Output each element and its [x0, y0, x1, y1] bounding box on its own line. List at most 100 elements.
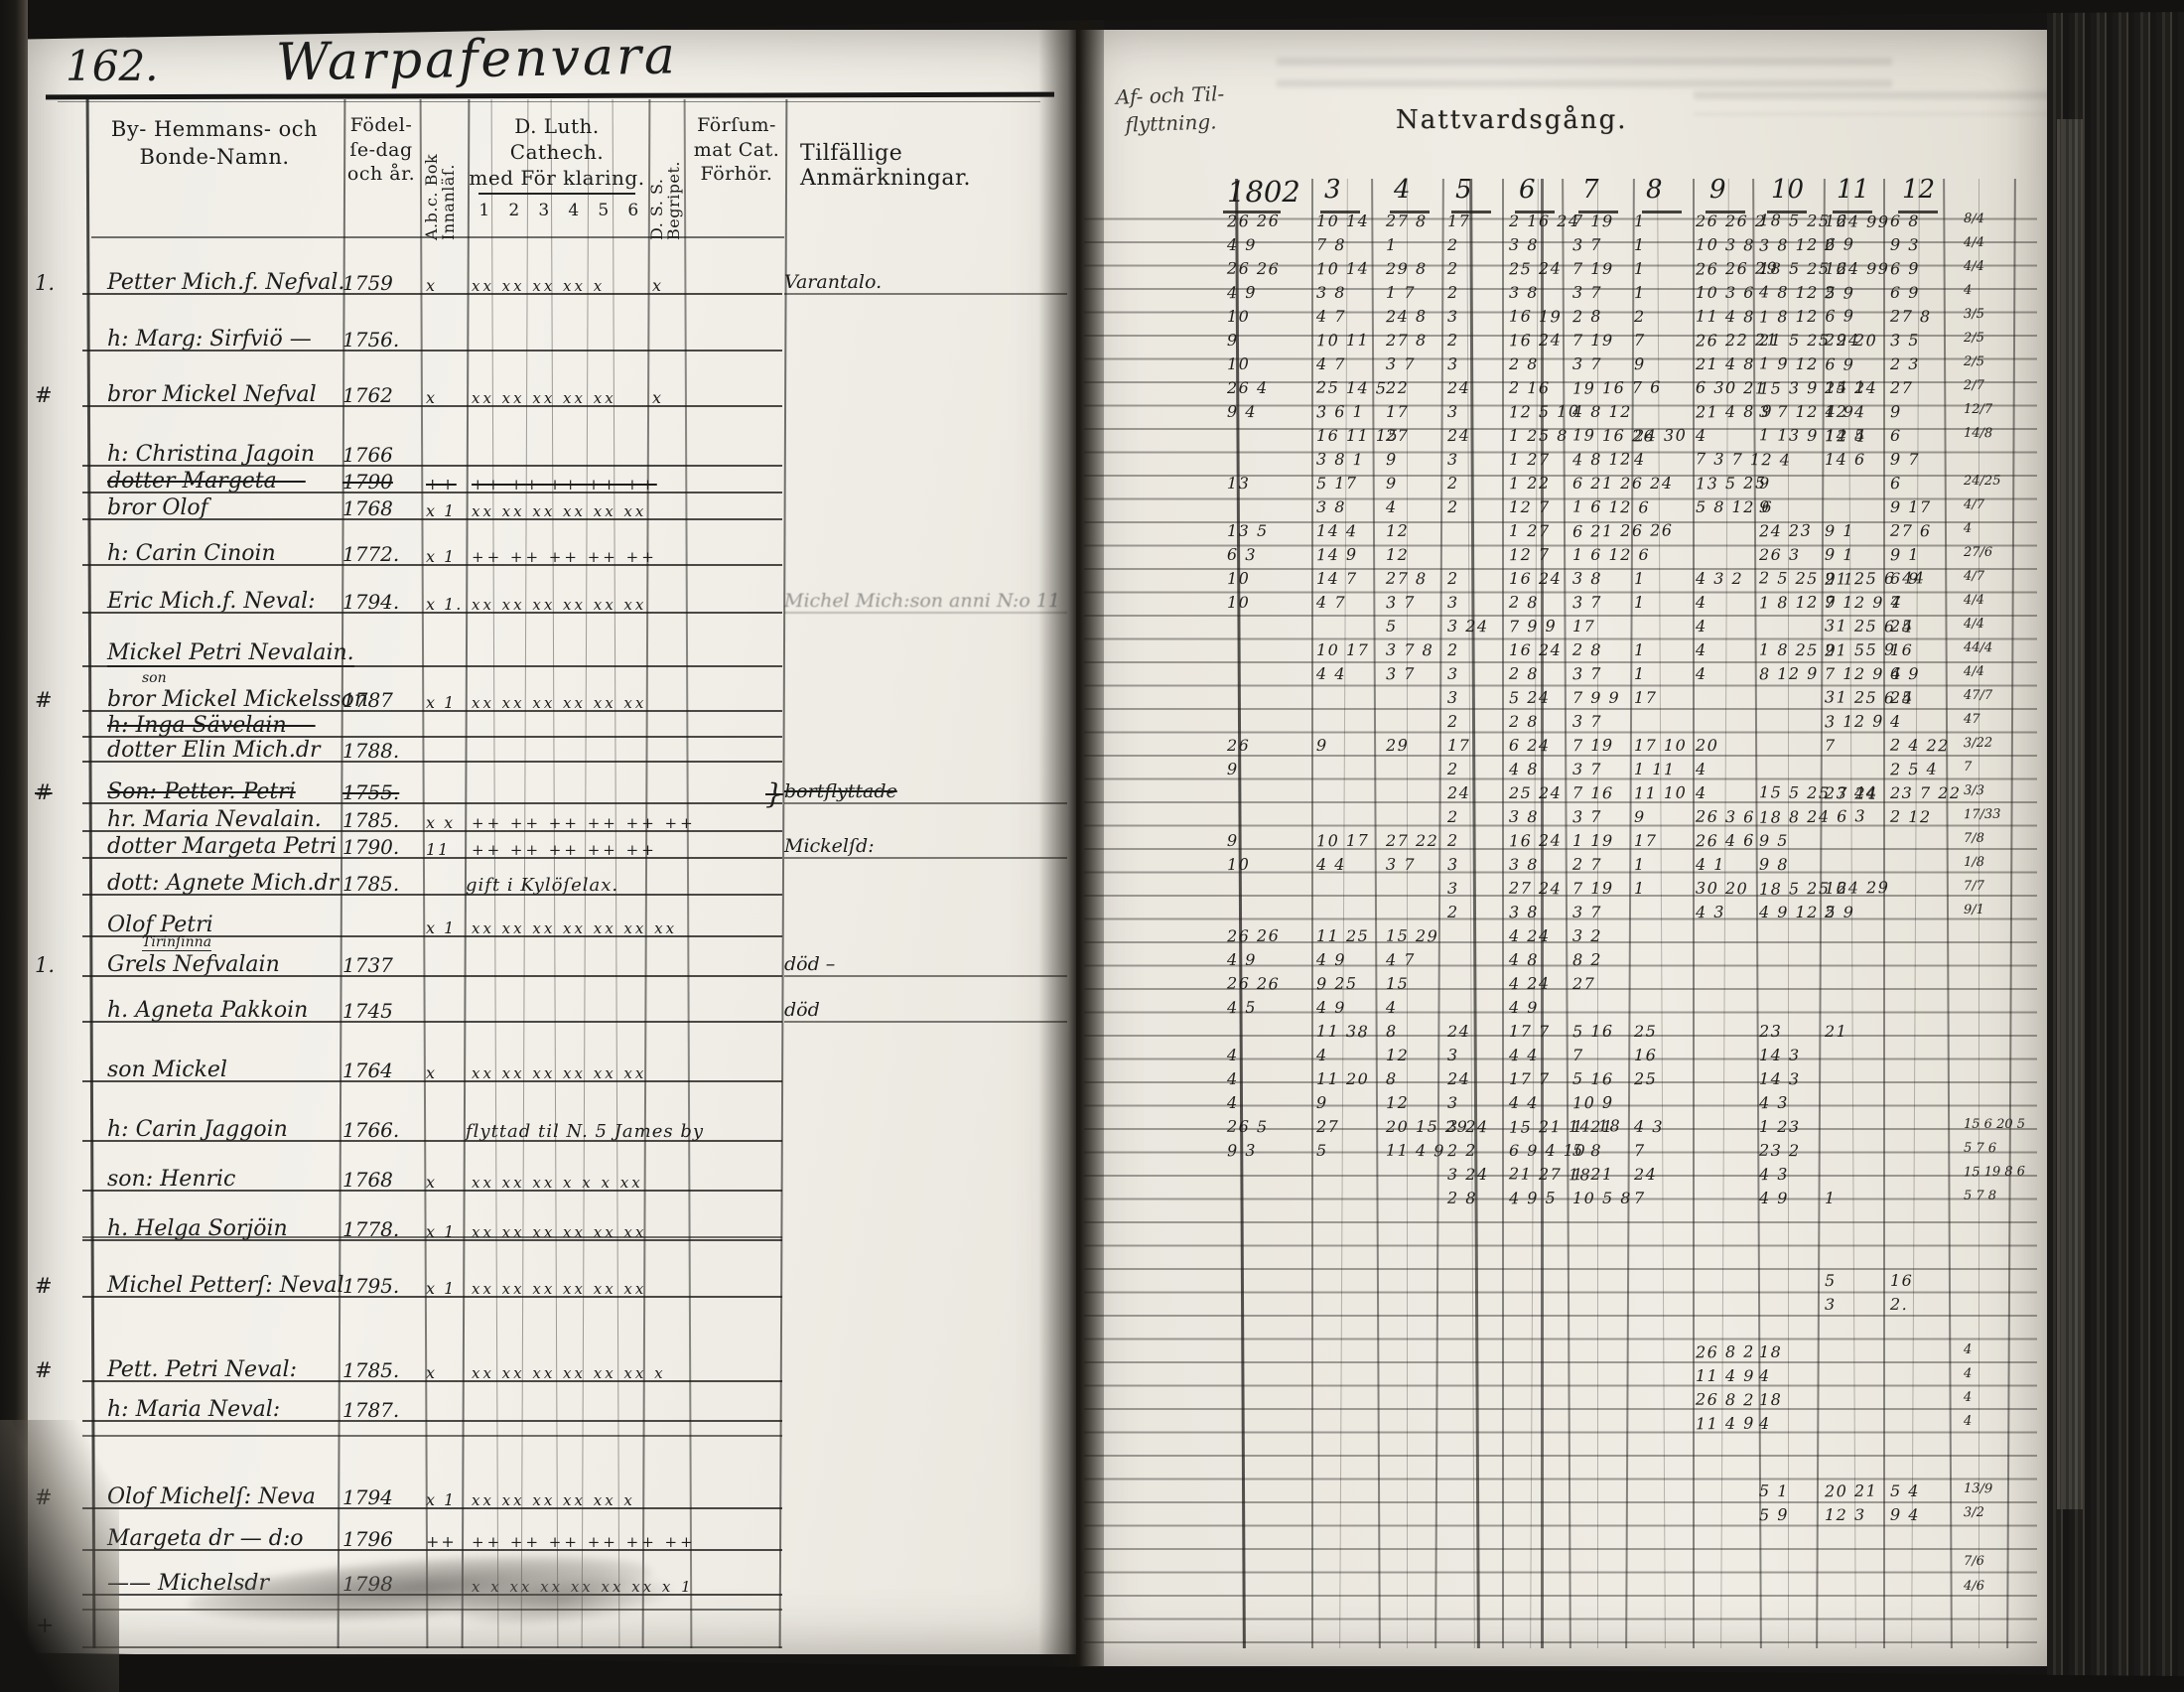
ink-bleedthrough [1694, 91, 2111, 115]
catechism-subcolumn-label: 2 [508, 201, 520, 220]
communion-dates: 9 [1315, 1092, 1328, 1113]
birth-year: 1745 [342, 999, 393, 1023]
person-name: bror Mickel Mickelsson [107, 687, 368, 712]
communion-dates: 5 [1316, 1141, 1328, 1160]
communion-dates: 17 [1386, 402, 1410, 421]
birth-year: 1766 [342, 443, 393, 467]
communion-dates: 17 [1447, 736, 1471, 755]
communion-dates: 3 [1447, 879, 1459, 898]
communion-dates: 3 24 [1446, 1116, 1489, 1137]
col-header-abc-book: A.b.c. Bok Innanläſ. [422, 153, 458, 240]
abc-marks: 11 [426, 840, 451, 859]
page-title: Warpafenvara [275, 26, 679, 93]
communion-dates: 7 12 9 4 [1825, 593, 1903, 612]
communion-dates: 26 8 2 [1695, 1389, 1756, 1410]
person-name: son: Henric [107, 1167, 236, 1192]
communion-dates: 1 [1633, 211, 1646, 231]
communion-dates: 3/2 [1963, 1504, 1985, 1521]
communion-dates: 4 [1315, 1045, 1328, 1065]
communion-dates: 2. [1889, 1294, 1909, 1315]
abc-marks: x 1 [426, 1222, 457, 1241]
communion-dates: 24/25 [1964, 474, 2001, 489]
communion-dates: 4 8 12 [1572, 402, 1632, 421]
communion-dates: 24 [1447, 1022, 1471, 1041]
birth-year: 1788. [342, 739, 400, 763]
communion-dates: 4/4 [1963, 234, 1985, 251]
communion-dates: 4 3 [1758, 1092, 1790, 1113]
register-row: # bror Mickel Nefval 1762 x xx xx xx xx xx x [35, 375, 782, 407]
catechism-marks: ++ ++ ++ ++ ++ ++ [472, 1533, 696, 1551]
communion-dates: 4 [1696, 640, 1707, 659]
communion-dates: 5 [1386, 617, 1398, 635]
communion-dates: 3 8 [1316, 283, 1346, 302]
year-underline [1320, 211, 1360, 213]
communion-dates: 15 [1386, 974, 1410, 993]
communion-dates: 3 [1446, 353, 1459, 374]
remark-note: Varantalo. [784, 271, 1067, 295]
communion-dates: 4 9 [1315, 949, 1347, 970]
communion-dates: 3 6 1 [1315, 401, 1365, 422]
communion-dates: 29 [1385, 735, 1410, 756]
photo-edge-left [0, 0, 28, 1692]
communion-dates: 4 9 [1759, 1189, 1789, 1207]
birth-year: 1794. [342, 590, 400, 614]
communion-dates: 5 16 [1571, 1021, 1614, 1042]
communion-dates: 17 7 [1509, 1069, 1551, 1088]
register-row: son Mickel 1764 x xx xx xx xx xx xx [82, 1051, 782, 1082]
communion-dates: 3 7 [1385, 592, 1417, 613]
communion-dates: 27 24 [1508, 878, 1563, 899]
person-name: Pett. Petri Neval: [107, 1357, 297, 1382]
register-row: # Michel Petterſ: Neval 1795. x 1 xx xx xx x… [35, 1266, 782, 1298]
communion-dates: 24 [1634, 1165, 1658, 1184]
person-name: h: Inga Sävelain — [107, 713, 316, 738]
rule-line [82, 1646, 782, 1648]
communion-dates: 16 [1890, 640, 1914, 659]
communion-dates: 11 20 [1316, 1069, 1370, 1088]
year-label: 5 [1455, 175, 1472, 205]
year-underline [1578, 211, 1618, 213]
communion-dates: 6 24 [1508, 735, 1551, 756]
communion-dates: 1 [1634, 235, 1646, 254]
communion-dates: 2 [1824, 902, 1837, 922]
communion-dates: 21 4 8 [1696, 354, 1755, 373]
communion-dates: 7 19 [1572, 331, 1614, 350]
column-line [1693, 179, 1695, 1648]
communion-dates: 7 [1572, 1046, 1584, 1064]
communion-dates: 24 23 [1758, 520, 1813, 541]
communion-dates: 3 7 [1572, 760, 1602, 778]
communion-dates: 10 5 8 [1572, 1189, 1632, 1207]
row-marker: # [35, 780, 53, 804]
communion-dates: 4 7 [1315, 592, 1347, 613]
title-rule-thin [58, 101, 1040, 102]
communion-dates: 9 [1315, 735, 1328, 756]
person-name: Olof Michelſ: Neva [107, 1484, 316, 1509]
communion-dates: 1 27 [1508, 449, 1551, 470]
communion-dates: 17/33 [1963, 806, 2001, 823]
person-name: Margeta dr — d:o [107, 1526, 304, 1551]
communion-dates: 4 9 [1316, 998, 1346, 1017]
communion-dates: 1 27 [1508, 520, 1551, 541]
communion-dates: 25 [1633, 1068, 1658, 1089]
catechism-subcolumn-label: 1 [478, 201, 490, 220]
communion-dates: 5 4 [1890, 1481, 1920, 1500]
communion-dates: 15 19 8 6 [1963, 1164, 2026, 1181]
communion-dates: 16 [1824, 258, 1848, 279]
communion-dates: 4 4 [1508, 1092, 1540, 1113]
communion-dates: 4 [1385, 496, 1398, 517]
communion-dates: 4 3 [1758, 1164, 1790, 1185]
communion-dates: 12 [1385, 520, 1410, 541]
communion-dates: 7 [1633, 1188, 1646, 1208]
communion-dates: 4 8 12 [1571, 449, 1633, 470]
register-row: dotter Elin Mich.dr 1788. [82, 731, 782, 763]
communion-dates: 2 16 [1508, 377, 1551, 398]
communion-dates: 4 9 [1509, 998, 1539, 1017]
communion-dates: 4 [1963, 1389, 1973, 1406]
remark-note: Mickelſd: [784, 835, 1067, 859]
communion-dates: 12 4 [1824, 401, 1866, 422]
communion-dates: 27 22 [1386, 831, 1439, 850]
communion-dates: 25 24 [1509, 783, 1563, 802]
remark-note: död – [784, 953, 1067, 977]
communion-dates: 14 7 [1316, 569, 1358, 588]
communion-dates: 3 [1447, 664, 1459, 683]
